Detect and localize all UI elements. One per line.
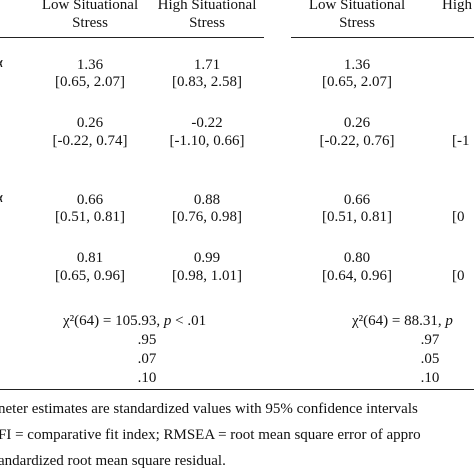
confidence-interval: [-0.22, 0.76]	[319, 133, 395, 149]
note-line: andardized root mean square residual.	[0, 453, 226, 469]
confidence-interval: [-0.22, 0.74]	[52, 133, 128, 149]
srmr-value: .10	[420, 370, 440, 386]
confidence-interval: [0.76, 0.98]	[172, 209, 242, 225]
header-line1: Low Situational	[41, 0, 139, 13]
confidence-interval: [0	[452, 209, 465, 225]
row-marker: α	[0, 55, 3, 72]
header-line1: High Situational	[157, 0, 257, 13]
note-line: FI = comparative fit index; RMSEA = root…	[0, 427, 421, 443]
chi-square-stat: χ²(64) = 88.31, p	[352, 313, 453, 329]
header-line2: Stress	[72, 15, 108, 31]
header-line2: Stress	[189, 15, 225, 31]
confidence-interval: [-1	[452, 133, 470, 149]
estimate: 0.81	[76, 250, 104, 266]
estimate: -0.22	[191, 115, 223, 131]
header-rule-left	[0, 37, 264, 38]
confidence-interval: [0.98, 1.01]	[172, 268, 242, 284]
srmr-value: .10	[137, 370, 157, 386]
header-line1: High	[442, 0, 472, 13]
header-line2: Stress	[339, 15, 375, 31]
estimate: 0.26	[76, 115, 104, 131]
row-marker: α	[0, 190, 3, 207]
estimate: 0.26	[343, 115, 371, 131]
rmsea-value: .07	[137, 351, 157, 367]
estimate: 0.66	[343, 192, 371, 208]
confidence-interval: [0.65, 2.07]	[55, 74, 125, 90]
estimate: 1.71	[193, 57, 221, 73]
estimate: 0.80	[343, 250, 371, 266]
confidence-interval: [0.51, 0.81]	[322, 209, 392, 225]
estimate: 1.36	[76, 57, 104, 73]
estimate: 0.99	[193, 250, 221, 266]
confidence-interval: [0.51, 0.81]	[55, 209, 125, 225]
confidence-interval: [0.65, 0.96]	[55, 268, 125, 284]
header-line1: Low Situational	[308, 0, 406, 13]
estimate: 1.36	[343, 57, 371, 73]
confidence-interval: [0.65, 2.07]	[322, 74, 392, 90]
confidence-interval: [0.83, 2.58]	[172, 74, 242, 90]
estimate: 0.88	[193, 192, 221, 208]
note-line: neter estimates are standardized values …	[0, 401, 418, 417]
cfi-value: .95	[137, 332, 157, 348]
header-rule-right	[291, 37, 474, 38]
confidence-interval: [0	[452, 268, 465, 284]
cfi-value: .97	[420, 332, 440, 348]
table-bottom-rule	[0, 389, 474, 390]
estimate: 0.66	[76, 192, 104, 208]
rmsea-value: .05	[420, 351, 440, 367]
chi-square-stat: χ²(64) = 105.93, p < .01	[63, 313, 207, 329]
confidence-interval: [0.64, 0.96]	[322, 268, 392, 284]
confidence-interval: [-1.10, 0.66]	[169, 133, 245, 149]
